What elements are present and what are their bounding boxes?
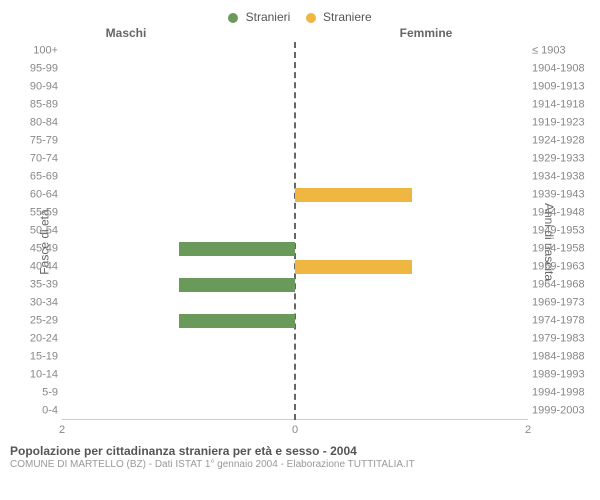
year-label: 1999-2003 xyxy=(532,406,585,417)
year-label: 1974-1978 xyxy=(532,316,585,327)
x-ticks: 2 0 2 xyxy=(62,424,528,438)
year-label: ≤ 1903 xyxy=(532,46,566,57)
female-half xyxy=(295,42,528,420)
chart-subtitle: COMUNE DI MARTELLO (BZ) - Dati ISTAT 1° … xyxy=(10,459,590,470)
age-label: 65-69 xyxy=(30,172,58,183)
y-labels-age: 100+ 95-99 90-94 85-89 80-84 75-79 70-74 65-69 6… xyxy=(10,42,62,442)
x-tick: 0 xyxy=(292,424,298,436)
age-label: 45-49 xyxy=(30,244,58,255)
year-label: 1934-1938 xyxy=(532,172,585,183)
age-label: 85-89 xyxy=(30,100,58,111)
year-label: 1929-1933 xyxy=(532,154,585,165)
age-label: 0-4 xyxy=(42,406,58,417)
year-label: 1984-1988 xyxy=(532,352,585,363)
age-label: 35-39 xyxy=(30,280,58,291)
age-label: 50-54 xyxy=(30,226,58,237)
age-label: 75-79 xyxy=(30,136,58,147)
legend: Stranieri Straniere xyxy=(10,10,590,24)
age-label: 55-59 xyxy=(30,208,58,219)
age-label: 20-24 xyxy=(30,334,58,345)
y-labels-years: ≤ 1903 1904-1908 1909-1913 1914-1918 1919-19… xyxy=(528,42,590,442)
age-label: 10-14 xyxy=(30,370,58,381)
chart-title: Popolazione per cittadinanza straniera p… xyxy=(10,444,590,458)
year-label: 1949-1953 xyxy=(532,226,585,237)
bar-male xyxy=(179,314,296,328)
age-label: 80-84 xyxy=(30,118,58,129)
pyramid-chart: Fasce di età Anni di nascita 100+95-9990… xyxy=(10,42,590,442)
age-label: 90-94 xyxy=(30,82,58,93)
age-label: 60-64 xyxy=(30,190,58,201)
bar-male xyxy=(179,242,296,256)
year-label: 1954-1958 xyxy=(532,244,585,255)
age-label: 100+ xyxy=(33,46,58,57)
year-label: 1994-1998 xyxy=(532,388,585,399)
bar-female xyxy=(295,188,412,202)
age-label: 70-74 xyxy=(30,154,58,165)
year-label: 1944-1948 xyxy=(532,208,585,219)
year-label: 1904-1908 xyxy=(532,64,585,75)
legend-label-male: Stranieri xyxy=(246,10,291,24)
year-label: 1989-1993 xyxy=(532,370,585,381)
year-label: 1959-1963 xyxy=(532,262,585,273)
male-half xyxy=(62,42,295,420)
bar-male xyxy=(179,278,296,292)
header-female: Femmine xyxy=(310,26,542,40)
year-label: 1914-1918 xyxy=(532,100,585,111)
year-label: 1939-1943 xyxy=(532,190,585,201)
year-label: 1979-1983 xyxy=(532,334,585,345)
year-label: 1919-1923 xyxy=(532,118,585,129)
year-label: 1909-1913 xyxy=(532,82,585,93)
age-label: 25-29 xyxy=(30,316,58,327)
year-label: 1924-1928 xyxy=(532,136,585,147)
age-label: 15-19 xyxy=(30,352,58,363)
age-label: 30-34 xyxy=(30,298,58,309)
legend-swatch-male xyxy=(228,13,238,23)
legend-label-female: Straniere xyxy=(323,10,372,24)
x-tick: 2 xyxy=(59,424,65,436)
year-label: 1969-1973 xyxy=(532,298,585,309)
age-label: 40-44 xyxy=(30,262,58,273)
age-label: 95-99 xyxy=(30,64,58,75)
legend-swatch-female xyxy=(306,13,316,23)
year-label: 1964-1968 xyxy=(532,280,585,291)
x-tick: 2 xyxy=(525,424,531,436)
age-label: 5-9 xyxy=(42,388,58,399)
bar-female xyxy=(295,260,412,274)
header-male: Maschi xyxy=(10,26,242,40)
plot-area xyxy=(62,42,528,420)
